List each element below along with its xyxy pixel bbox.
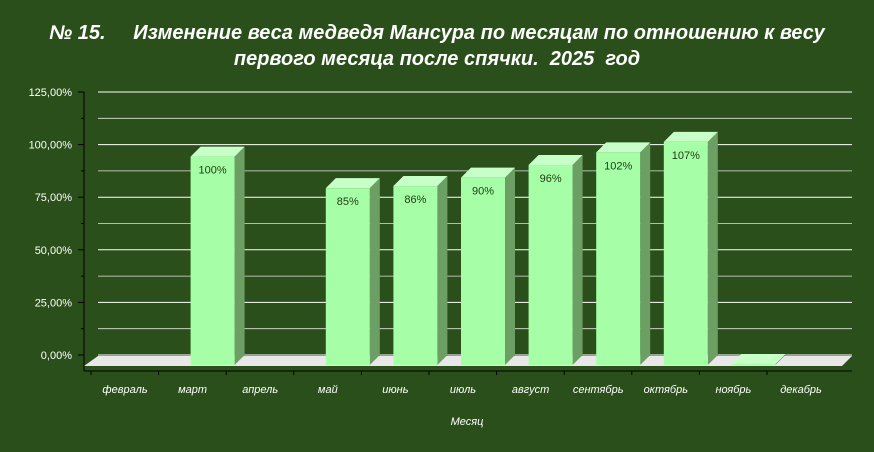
bar-front-face — [393, 186, 438, 365]
bar-top-face — [731, 354, 786, 364]
bar-top-face — [461, 167, 515, 178]
data-label: 100% — [199, 165, 227, 177]
y-tick-label: 0,00% — [41, 350, 72, 362]
bar-front-face — [596, 152, 641, 365]
x-tick-label: июнь — [382, 384, 408, 396]
bar-side-face — [369, 178, 380, 365]
bar-сентябрь: 102% — [596, 142, 651, 365]
bar-top-face — [393, 176, 448, 187]
x-tick-label: октябрь — [644, 384, 689, 396]
bar-июнь: 86% — [393, 176, 448, 365]
bar-ноябрь — [731, 354, 786, 365]
x-tick-label: сентябрь — [573, 384, 624, 396]
y-tick-label: 75,00% — [35, 192, 73, 204]
bar-side-face — [775, 354, 786, 365]
bar-front-face — [190, 156, 235, 365]
bar-front-face — [663, 141, 708, 365]
data-label: 102% — [604, 160, 632, 172]
x-tick-label: июль — [450, 384, 476, 396]
x-axis-label: Месяц — [451, 416, 484, 428]
bar-side-face — [640, 142, 651, 365]
bar-front-face — [325, 188, 370, 365]
x-tick-label: февраль — [102, 384, 147, 396]
bar-top-face — [596, 142, 651, 153]
bar-side-face — [505, 167, 515, 365]
bar-top-face — [190, 146, 245, 157]
chart-title: № 15. Изменение веса медведя Мансура по … — [0, 20, 874, 72]
bar-top-face — [663, 131, 718, 142]
x-axis-ticks: февраль март апрель май июнь июль август сентяб… — [90, 371, 822, 396]
chart-title-line-2: первого месяца после спячки. 2025 год — [233, 48, 641, 70]
bar-март: 100% — [190, 146, 245, 365]
x-tick-label: декабрь — [780, 384, 822, 396]
x-tick-label: май — [318, 384, 338, 396]
data-label: 90% — [472, 186, 494, 198]
bar-июль: 90% — [461, 167, 515, 365]
bar-front-face — [528, 165, 573, 365]
bar-front-face — [461, 177, 505, 365]
y-tick-label: 25,00% — [35, 297, 73, 309]
x-tick-label: апрель — [242, 384, 278, 396]
bar-май: 85% — [325, 178, 380, 365]
data-label: 96% — [540, 173, 562, 185]
x-tick-label: август — [512, 384, 549, 396]
data-label: 86% — [404, 194, 426, 206]
x-tick-label: ноябрь — [715, 384, 751, 396]
data-label: 107% — [672, 150, 700, 162]
bar-side-face — [707, 131, 718, 365]
bar-side-face — [437, 176, 448, 365]
bar-август: 96% — [528, 155, 583, 365]
y-tick-label: 100,00% — [29, 140, 73, 152]
bar-top-face — [325, 178, 380, 189]
bar-side-face — [572, 155, 583, 365]
data-label: 85% — [337, 196, 359, 208]
bar-top-face — [528, 155, 583, 166]
bar-front-face — [731, 364, 776, 365]
bar-октябрь: 107% — [663, 131, 718, 365]
y-tick-label: 50,00% — [35, 245, 73, 257]
bar-side-face — [234, 146, 245, 365]
x-tick-label: март — [178, 384, 207, 396]
y-axis-ticks: 0,00% 25,00% 50,00% 75,00% 100,00% 125,00% — [29, 87, 85, 371]
y-tick-label: 125,00% — [29, 87, 73, 99]
bar-series: 100% 85% 86% 90% 96% 102% 107% — [190, 131, 786, 365]
chart-title-line-1: № 15. Изменение веса медведя Мансура по … — [49, 22, 825, 44]
